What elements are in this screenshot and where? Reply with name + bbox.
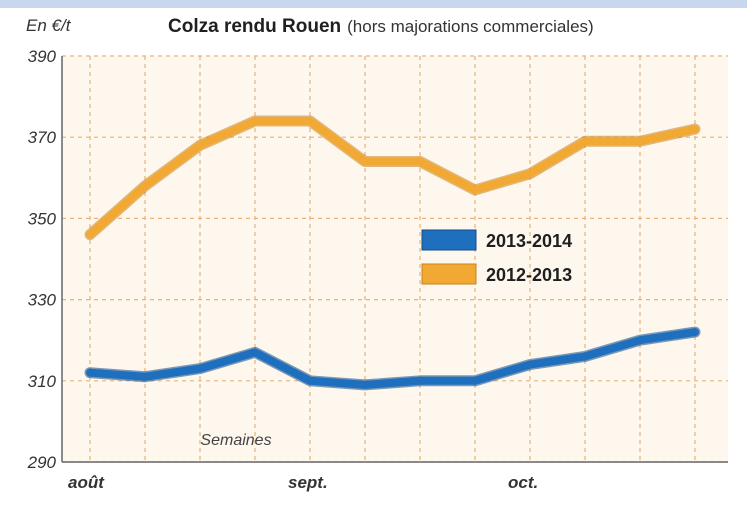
y-axis-unit-label: En €/t bbox=[26, 16, 71, 35]
top-border-strip bbox=[0, 0, 747, 8]
x-tick-label: août bbox=[68, 473, 105, 492]
x-axis-label: Semaines bbox=[200, 432, 271, 449]
chart-title-block: Colza rendu Rouen (hors majorations comme… bbox=[168, 16, 594, 38]
legend-swatch bbox=[421, 229, 477, 251]
y-tick-label: 370 bbox=[28, 128, 57, 147]
legend-label: 2012-2013 bbox=[486, 265, 572, 285]
plot-background bbox=[62, 56, 728, 462]
chart-title: Colza rendu Rouen bbox=[168, 16, 342, 37]
y-tick-label: 350 bbox=[28, 209, 57, 228]
legend-label: 2013-2014 bbox=[486, 231, 572, 251]
y-tick-label: 390 bbox=[28, 47, 57, 66]
y-tick-label: 330 bbox=[28, 291, 57, 310]
legend-swatch bbox=[421, 263, 477, 285]
y-tick-label: 290 bbox=[27, 453, 57, 472]
series-line bbox=[86, 116, 699, 239]
series-line bbox=[86, 328, 699, 389]
chart-subtitle: (hors majorations commerciales) bbox=[347, 17, 594, 36]
x-tick-label: oct. bbox=[508, 473, 538, 492]
y-tick-label: 310 bbox=[28, 372, 57, 391]
x-tick-label: sept. bbox=[288, 473, 328, 492]
